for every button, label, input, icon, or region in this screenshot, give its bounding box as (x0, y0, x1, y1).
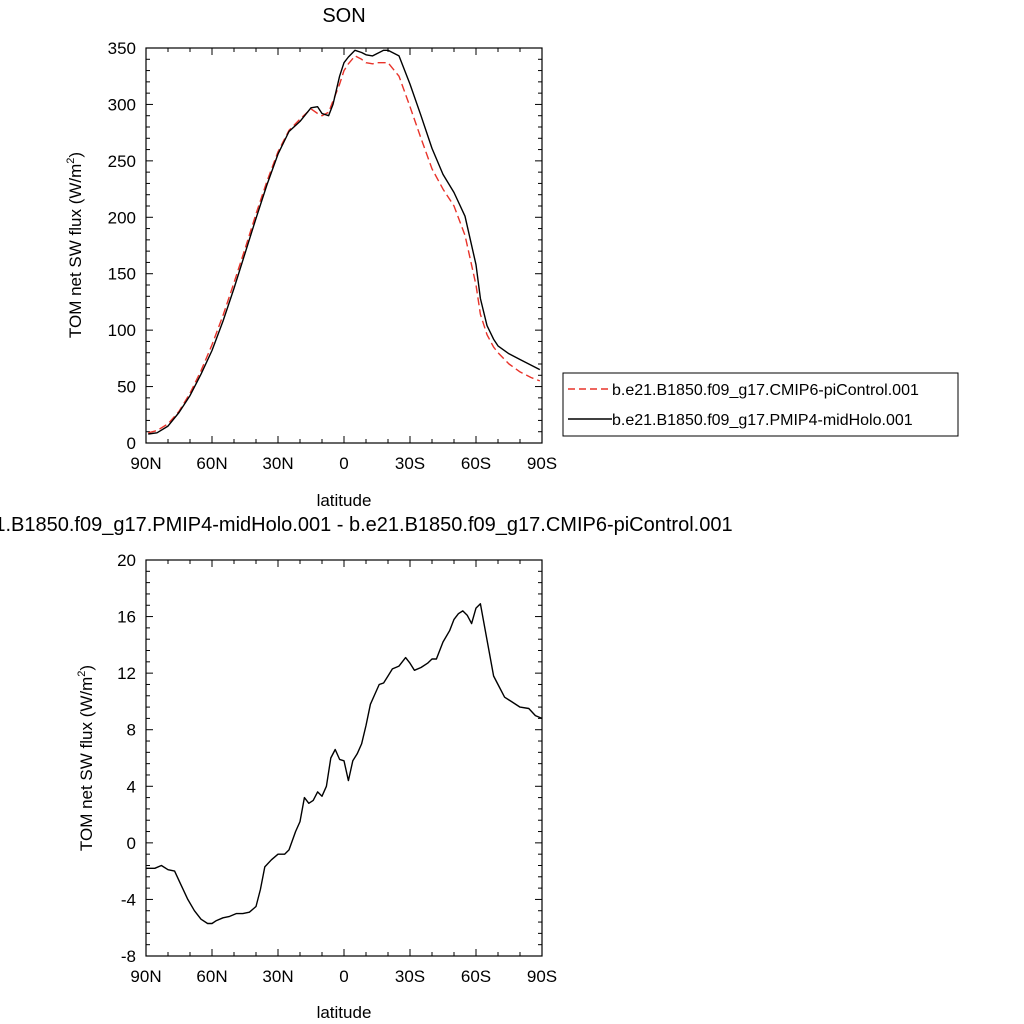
x-tick-label: 60N (196, 454, 227, 473)
top-chart-ylabel-close: ) (66, 152, 85, 158)
series-line-0-1 (148, 49, 541, 435)
x-tick-label: 30N (262, 967, 293, 986)
top-chart-frame (145, 47, 543, 444)
y-tick-label: 50 (117, 378, 136, 397)
top-chart-xlabel: latitude (317, 491, 372, 510)
bottom-chart-ylabel-main: TOM net SW flux (W/m (77, 677, 96, 851)
top-chart-legend: b.e21.B1850.f09_g17.CMIP6-piControl.001 … (562, 372, 959, 437)
y-tick-label: 150 (108, 265, 136, 284)
y-tick-label: 0 (127, 434, 136, 453)
series-line-0-0 (148, 55, 541, 434)
x-tick-label: 90S (527, 454, 557, 473)
x-tick-label: 60N (196, 967, 227, 986)
y-tick-label: 0 (127, 834, 136, 853)
y-tick-label: 350 (108, 39, 136, 58)
x-tick-label: 30N (262, 454, 293, 473)
legend-box (562, 372, 959, 437)
top-chart-ylabel: TOM net SW flux (W/m2) (65, 152, 85, 338)
bottom-chart-series (146, 603, 543, 925)
y-tick-label: 4 (127, 777, 136, 796)
top-chart-ticks: 90N 60N 30N 0 30S 60S 90S 0 50 100 150 200 250 300 350 (108, 39, 558, 473)
x-tick-label: 60S (461, 454, 491, 473)
y-tick-label: -4 (121, 890, 136, 909)
x-tick-label: 0 (339, 454, 348, 473)
y-tick-label: 100 (108, 321, 136, 340)
legend-label-picontrol: b.e21.B1850.f09_g17.CMIP6-piControl.001 (612, 382, 919, 399)
x-tick-label: 90N (130, 967, 161, 986)
x-tick-label: 90N (130, 454, 161, 473)
y-tick-label: 200 (108, 208, 136, 227)
bottom-chart-ylabel-sup: 2 (76, 671, 88, 677)
top-chart: SON 90N 60N 30N 0 30S 60S 90S 0 50 100 150 200 250 30… (65, 5, 959, 510)
y-tick-label: 12 (117, 664, 136, 683)
top-chart-ylabel-sup: 2 (65, 158, 77, 164)
legend-label-midholo: b.e21.B1850.f09_g17.PMIP4-midHolo.001 (612, 412, 913, 429)
top-chart-title: SON (322, 5, 365, 27)
y-tick-label: 8 (127, 721, 136, 740)
x-tick-label: 60S (461, 967, 491, 986)
x-tick-label: 0 (339, 967, 348, 986)
y-tick-label: 16 (117, 608, 136, 627)
x-tick-label: 90S (527, 967, 557, 986)
y-tick-label: 300 (108, 95, 136, 114)
bottom-chart-xlabel: latitude (317, 1003, 372, 1022)
bottom-chart-ylabel-close: ) (77, 665, 96, 671)
bottom-chart-ylabel: TOM net SW flux (W/m2) (76, 665, 96, 851)
top-chart-series (148, 49, 541, 435)
top-chart-ylabel-main: TOM net SW flux (W/m (66, 164, 85, 338)
y-tick-label: -8 (121, 947, 136, 966)
y-tick-label: 20 (117, 551, 136, 570)
bottom-chart-title: b.e21.B1850.f09_g17.PMIP4-midHolo.001 - … (0, 514, 733, 536)
bottom-chart-ticks: 90N 60N 30N 0 30S 60S 90S -8 -4 0 4 8 12 16 20 (117, 551, 557, 986)
bottom-chart: b.e21.B1850.f09_g17.PMIP4-midHolo.001 - … (0, 514, 733, 1022)
series-line-1-0 (146, 603, 543, 925)
x-tick-label: 30S (395, 454, 425, 473)
y-tick-label: 250 (108, 152, 136, 171)
x-tick-label: 30S (395, 967, 425, 986)
